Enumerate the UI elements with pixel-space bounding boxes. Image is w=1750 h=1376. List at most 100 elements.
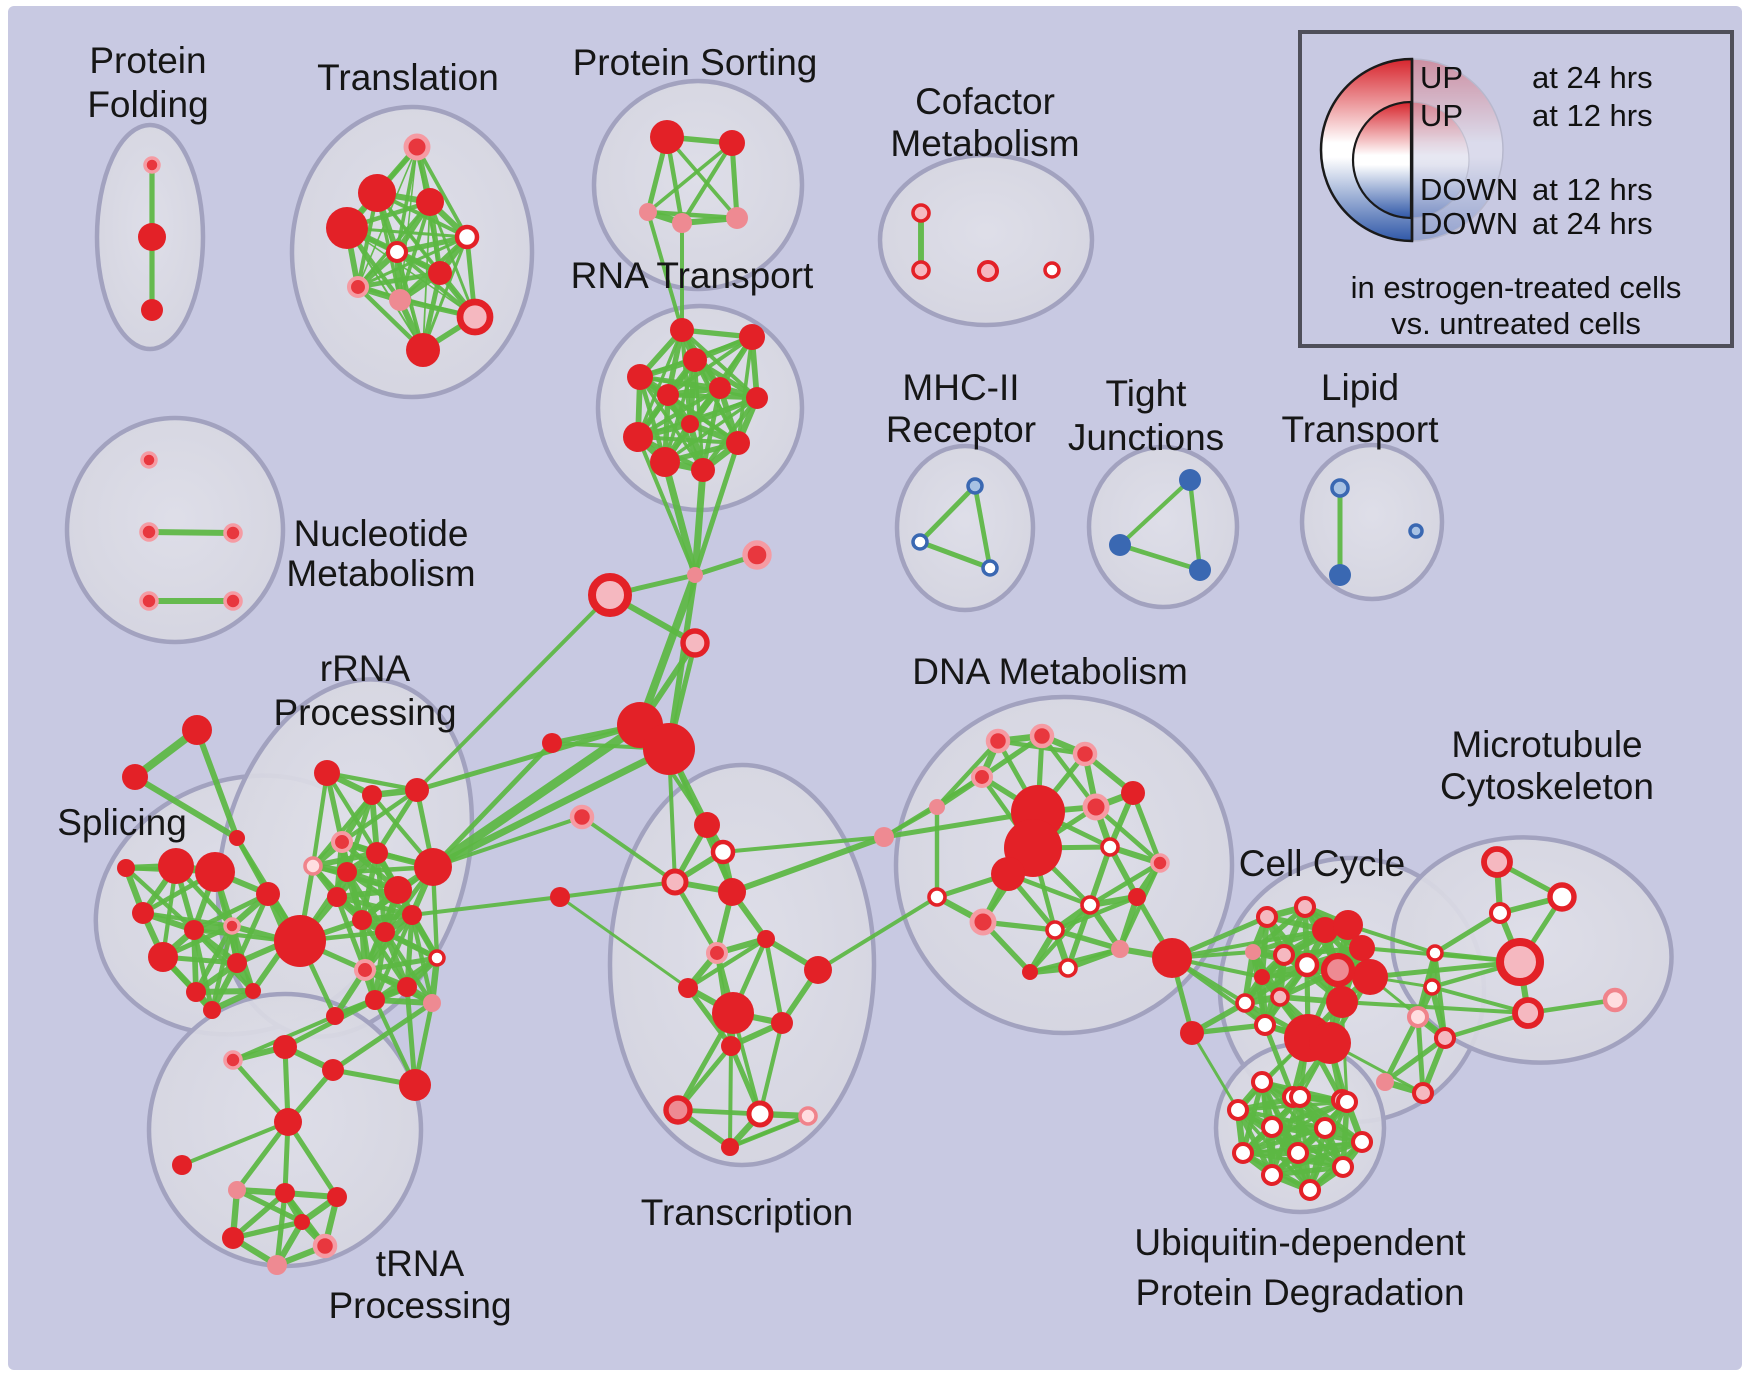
node-r8[interactable] <box>623 422 653 452</box>
node-t10[interactable] <box>456 298 494 336</box>
node-sp13[interactable] <box>117 859 135 877</box>
node-txL[interactable] <box>663 1095 693 1125</box>
node-ch3[interactable] <box>588 573 632 617</box>
node-rr9[interactable] <box>384 876 412 904</box>
node-dn16[interactable] <box>1128 888 1146 906</box>
node-sp9[interactable] <box>256 882 280 906</box>
node-t11[interactable] <box>406 333 440 367</box>
node-sp6[interactable] <box>223 917 241 935</box>
node-txG[interactable] <box>678 978 698 998</box>
node-r3[interactable] <box>627 364 653 390</box>
node-r2[interactable] <box>739 324 765 350</box>
node-rr17[interactable] <box>397 977 417 997</box>
node-txK[interactable] <box>721 1036 741 1056</box>
node-t3[interactable] <box>416 188 444 216</box>
node-c2[interactable] <box>911 260 931 280</box>
node-ub9[interactable] <box>1286 1141 1310 1165</box>
node-pf1[interactable] <box>143 156 161 174</box>
node-ub7[interactable] <box>1350 1130 1374 1154</box>
node-cc16[interactable] <box>1320 952 1356 988</box>
node-ps3[interactable] <box>639 203 657 221</box>
node-l1[interactable] <box>1330 478 1350 498</box>
node-r12[interactable] <box>681 415 699 433</box>
node-dn11[interactable] <box>1100 837 1120 857</box>
node-cc14[interactable] <box>1349 935 1375 961</box>
node-mt8[interactable] <box>1433 1026 1457 1050</box>
node-t6[interactable] <box>385 240 409 264</box>
node-t4[interactable] <box>326 207 368 249</box>
node-rr15[interactable] <box>428 949 446 967</box>
node-t8[interactable] <box>346 275 370 299</box>
node-mt7[interactable] <box>1406 1005 1430 1029</box>
node-tb1[interactable] <box>228 1181 246 1199</box>
node-txD[interactable] <box>718 878 746 906</box>
node-rr10[interactable] <box>327 887 347 907</box>
node-ub2[interactable] <box>1288 1085 1312 1109</box>
node-tnI[interactable] <box>172 1155 192 1175</box>
node-ps1[interactable] <box>650 120 684 154</box>
node-cc5[interactable] <box>1294 952 1320 978</box>
node-cc7[interactable] <box>1270 987 1290 1007</box>
node-ps4[interactable] <box>672 213 692 233</box>
node-rr5[interactable] <box>303 856 323 876</box>
node-tn2[interactable] <box>273 1035 297 1059</box>
node-rr1[interactable] <box>314 760 340 786</box>
node-rr12[interactable] <box>375 922 395 942</box>
node-cc3[interactable] <box>1245 944 1261 960</box>
node-dn6[interactable] <box>970 765 994 789</box>
node-j3[interactable] <box>1189 559 1211 581</box>
node-c3[interactable] <box>976 259 1000 283</box>
node-rr3[interactable] <box>405 778 429 802</box>
node-ub3[interactable] <box>1335 1090 1359 1114</box>
node-ub8[interactable] <box>1231 1141 1255 1165</box>
node-l3[interactable] <box>1408 523 1424 539</box>
node-pf3[interactable] <box>141 299 163 321</box>
node-sp4[interactable] <box>148 942 178 972</box>
node-sp8[interactable] <box>227 953 247 973</box>
node-rr13[interactable] <box>402 905 422 925</box>
node-mt9[interactable] <box>1512 997 1544 1029</box>
node-r1[interactable] <box>670 318 694 342</box>
node-txC[interactable] <box>661 868 689 896</box>
node-c4[interactable] <box>1043 261 1061 279</box>
node-tb7[interactable] <box>294 1214 310 1230</box>
node-rr20[interactable] <box>326 1007 344 1025</box>
node-tb6[interactable] <box>267 1255 287 1275</box>
node-mt5[interactable] <box>1423 978 1441 996</box>
node-cc19[interactable] <box>1309 1022 1351 1064</box>
node-t5[interactable] <box>454 224 480 250</box>
node-hb2[interactable] <box>643 723 695 775</box>
node-r6[interactable] <box>657 384 679 406</box>
node-dn18[interactable] <box>1111 940 1129 958</box>
node-tnH[interactable] <box>274 1108 302 1136</box>
node-rr4[interactable] <box>330 830 354 854</box>
node-txE[interactable] <box>757 930 775 948</box>
node-mt1[interactable] <box>1481 846 1513 878</box>
node-rr19[interactable] <box>423 994 441 1012</box>
node-ub12[interactable] <box>1298 1178 1322 1202</box>
node-cn2[interactable] <box>550 887 570 907</box>
node-rr16[interactable] <box>353 958 377 982</box>
node-mt2[interactable] <box>1547 882 1577 912</box>
node-rr2[interactable] <box>362 785 382 805</box>
node-r4[interactable] <box>683 348 707 372</box>
node-t2[interactable] <box>358 174 396 212</box>
node-txB[interactable] <box>710 839 736 865</box>
node-txJ[interactable] <box>804 956 832 984</box>
node-mt4[interactable] <box>1426 944 1444 962</box>
node-cc4[interactable] <box>1272 943 1296 967</box>
node-rr18[interactable] <box>365 990 385 1010</box>
node-tb3[interactable] <box>327 1187 347 1207</box>
node-r9[interactable] <box>726 431 750 455</box>
node-t7[interactable] <box>428 261 452 285</box>
node-ub6[interactable] <box>1313 1116 1337 1140</box>
node-tb5[interactable] <box>312 1233 338 1259</box>
node-sp5[interactable] <box>184 920 204 940</box>
node-mt13[interactable] <box>1376 1073 1394 1091</box>
node-tn1[interactable] <box>223 1050 243 1070</box>
node-nm3[interactable] <box>223 523 243 543</box>
node-t1[interactable] <box>403 133 431 161</box>
node-dn12[interactable] <box>1150 853 1170 873</box>
node-ps2[interactable] <box>719 130 745 156</box>
node-cc15[interactable] <box>1352 959 1388 995</box>
